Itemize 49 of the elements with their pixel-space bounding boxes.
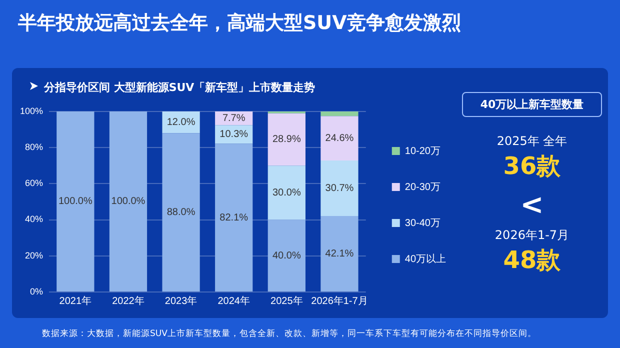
x-tick-label: 2024年 — [218, 294, 250, 307]
y-tick-label: 100% — [20, 106, 44, 116]
y-tick-label: 40% — [25, 214, 44, 224]
y-tick-label: 20% — [25, 250, 44, 260]
text: 2025年 全年 — [496, 133, 568, 150]
chart-title: 半年投放远高过去全年，高端大型SUV竞争愈发激烈 — [18, 11, 461, 36]
bar — [268, 220, 306, 292]
bar — [268, 166, 306, 220]
bar — [320, 116, 358, 161]
data-label: 28.9% — [272, 134, 301, 146]
x-tick-label: 2021年 — [59, 294, 92, 307]
y-tick-label: 60% — [25, 178, 44, 188]
data-label: 88.0% — [166, 207, 196, 218]
y-tick-label: 80% — [25, 142, 44, 152]
legend-label: 20-30万 — [404, 182, 440, 193]
bar — [320, 160, 358, 216]
source-note: 数据来源：大数据，新能源SUV上市新车型数量，包含全新、改款、新增等，同一车系下车型有可能分布在不同指导价区间。 — [42, 328, 536, 340]
text: 40万以上新车型数量 — [462, 92, 602, 117]
chart-subtitle: 分指导价区间 大型新能源SUV「新车型」上市数量走势 — [44, 80, 316, 95]
data-label: 30.0% — [272, 187, 301, 198]
y-tick-label: 0% — [30, 286, 44, 296]
bar — [109, 111, 148, 292]
legend-label: 10-20万 — [404, 146, 440, 157]
data-label: 100.0% — [111, 196, 146, 208]
data-label: 10.3% — [220, 129, 248, 140]
bar — [162, 133, 200, 292]
legend-label: 30-40万 — [404, 218, 440, 229]
bar — [56, 111, 94, 292]
text: 36款 — [502, 151, 562, 182]
data-label: 24.6% — [325, 133, 354, 144]
data-label: 100.0% — [58, 196, 92, 208]
data-label: 42.1% — [325, 248, 354, 260]
x-tick-label: 2023年 — [164, 294, 198, 307]
bar — [320, 111, 358, 116]
x-tick-label: 2025年 — [270, 294, 303, 307]
x-tick-label: 2026年1-7月 — [311, 294, 368, 307]
data-label: 7.7% — [222, 112, 246, 124]
bar — [320, 216, 358, 292]
data-label: 82.1% — [220, 212, 248, 224]
legend-label: 40万以上 — [404, 252, 446, 265]
data-label: 40.0% — [272, 250, 301, 262]
data-label: 30.7% — [325, 182, 354, 194]
bar — [215, 144, 253, 292]
bar — [268, 113, 306, 166]
text: 48款 — [502, 245, 562, 276]
data-label: 12.0% — [166, 116, 196, 128]
text: 2026年1-7月 — [494, 227, 570, 244]
x-tick-label: 2022年 — [112, 294, 144, 307]
text: < — [519, 188, 545, 221]
